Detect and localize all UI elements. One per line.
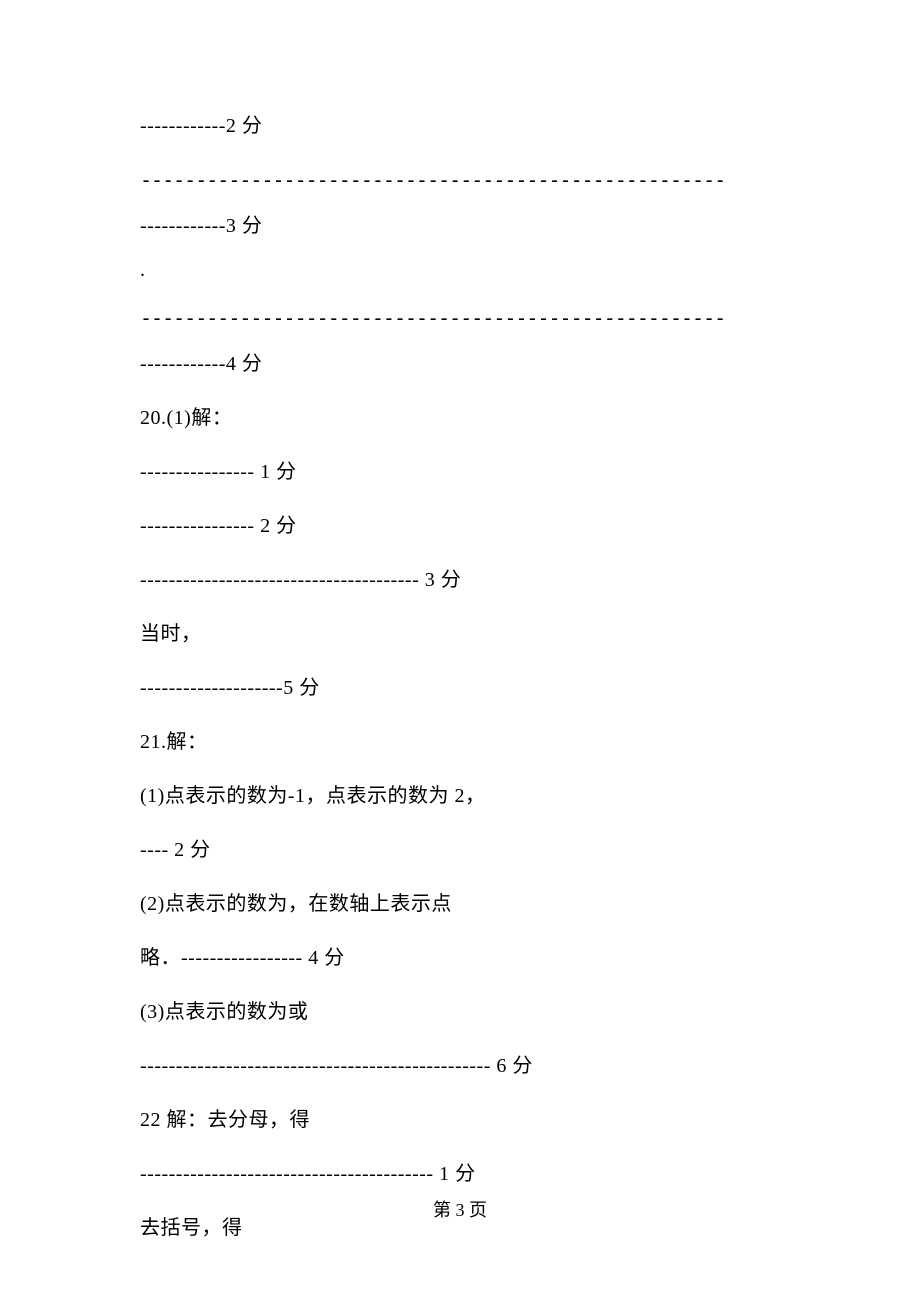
- text-line: 当时，: [140, 618, 780, 650]
- text-line: ------------2 分: [140, 110, 780, 142]
- text-line: (2)点表示的数为，在数轴上表示点: [140, 888, 780, 920]
- text-line: ------------4 分: [140, 348, 780, 380]
- text-dot: .: [140, 254, 780, 286]
- separator-line: ----------------------------------------…: [140, 302, 780, 334]
- text-line: ------------3 分: [140, 210, 780, 242]
- separator-line: ----------------------------------------…: [140, 164, 780, 196]
- text-line: (1)点表示的数为-1，点表示的数为 2，: [140, 780, 780, 812]
- text-line: 20.(1)解：: [140, 402, 780, 434]
- page-number: 第 3 页: [0, 1196, 920, 1222]
- text-line: --------------------5 分: [140, 672, 780, 704]
- text-line: ----------------------------------------…: [140, 1050, 780, 1082]
- text-line: 22 解：去分母，得: [140, 1104, 780, 1136]
- page-content: ------------2 分 ------------------------…: [0, 0, 920, 1244]
- text-line: ---------------- 1 分: [140, 456, 780, 488]
- text-line: (3)点表示的数为或: [140, 996, 780, 1028]
- text-line: ----------------------------------------…: [140, 1158, 780, 1190]
- text-line: 21.解：: [140, 726, 780, 758]
- text-line: ---------------- 2 分: [140, 510, 780, 542]
- text-line: --------------------------------------- …: [140, 564, 780, 596]
- text-line: 略．----------------- 4 分: [140, 942, 780, 974]
- text-line: ---- 2 分: [140, 834, 780, 866]
